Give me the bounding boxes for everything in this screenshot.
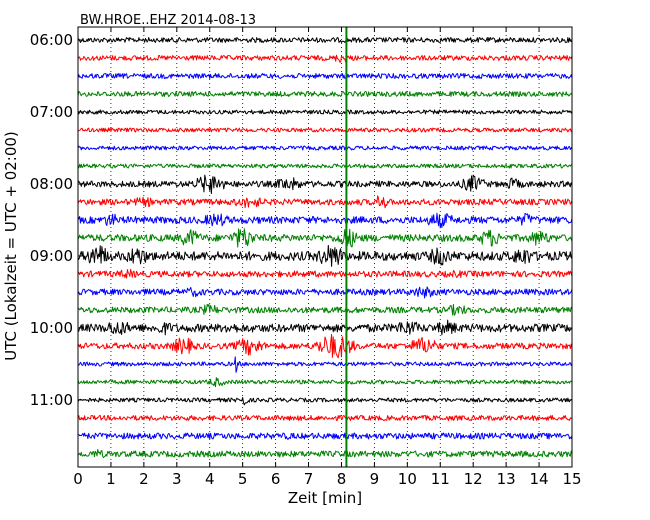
trace-1100 — [77, 397, 573, 406]
trace-1130 — [77, 432, 573, 440]
x-tick-label-12: 12 — [464, 470, 483, 488]
x-tick-label-2: 2 — [139, 470, 149, 488]
x-tick-label-6: 6 — [271, 470, 281, 488]
y-tick-label-0600: 06:00 — [30, 31, 73, 49]
x-tick-label-9: 9 — [370, 470, 380, 488]
x-tick-label-5: 5 — [238, 470, 248, 488]
x-tick-label-14: 14 — [530, 470, 549, 488]
x-tick-label-10: 10 — [398, 470, 417, 488]
x-tick-label-8: 8 — [337, 470, 347, 488]
trace-0645 — [77, 91, 573, 97]
trace-1000 — [77, 319, 573, 336]
y-tick-label-0800: 08:00 — [30, 175, 73, 193]
trace-0815 — [77, 195, 573, 209]
trace-0715 — [77, 127, 573, 133]
trace-0915 — [77, 268, 573, 279]
trace-0615 — [77, 54, 573, 63]
trace-1015 — [77, 333, 573, 359]
trace-1030 — [77, 356, 573, 373]
chart-title: BW.HROE..EHZ 2014-08-13 — [80, 13, 256, 28]
x-axis-label: Zeit [min] — [288, 489, 362, 507]
y-axis-ticks: 06:00 07:00 08:00 09:00 10:00 11:00 — [30, 31, 572, 409]
trace-0830 — [77, 212, 573, 229]
x-tick-label-0: 0 — [73, 470, 83, 488]
plot-frame — [77, 26, 573, 468]
x-tick-label-15: 15 — [562, 470, 581, 488]
x-tick-label-1: 1 — [106, 470, 116, 488]
x-tick-label-13: 13 — [497, 470, 516, 488]
y-tick-label-0900: 09:00 — [30, 247, 73, 265]
trace-0745 — [77, 163, 573, 169]
trace-0845 — [77, 228, 573, 248]
x-tick-label-11: 11 — [431, 470, 450, 488]
y-axis-label: UTC (Lokalzeit = UTC + 02:00) — [2, 131, 20, 361]
trace-0700 — [77, 109, 573, 115]
x-axis-ticks: 0 1 2 3 4 5 6 7 8 9 10 11 12 13 14 15 — [73, 27, 582, 488]
trace-0800 — [77, 174, 573, 195]
trace-0630 — [77, 73, 573, 79]
trace-0900 — [77, 244, 573, 267]
trace-0730 — [77, 145, 573, 151]
y-tick-label-0700: 07:00 — [30, 103, 73, 121]
trace-1115 — [77, 414, 573, 421]
seismic-traces — [77, 37, 573, 459]
trace-0945 — [77, 303, 573, 316]
x-tick-label-3: 3 — [172, 470, 182, 488]
trace-0930 — [77, 286, 573, 299]
y-tick-label-1100: 11:00 — [30, 391, 73, 409]
trace-1045 — [77, 377, 573, 388]
y-tick-label-1000: 10:00 — [30, 319, 73, 337]
trace-1145 — [77, 448, 573, 459]
x-tick-label-4: 4 — [205, 470, 215, 488]
x-tick-label-7: 7 — [304, 470, 314, 488]
grid-lines — [110, 27, 540, 467]
trace-0600 — [77, 37, 573, 43]
